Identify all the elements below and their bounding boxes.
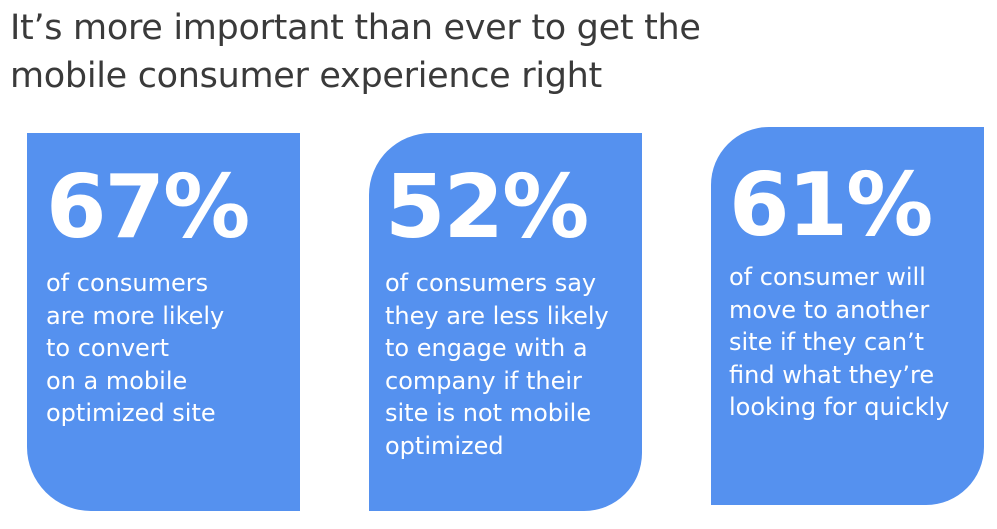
description-line: optimized site [46, 399, 216, 427]
description-line: looking for quickly [729, 393, 950, 421]
stat-value: 67% [46, 156, 250, 258]
stat-card-conversion: 67% of consumers are more likely to conv… [27, 133, 300, 511]
description-line: on a mobile [46, 366, 188, 395]
description-line: site if they can’t [729, 328, 925, 356]
description-line: they are less likely [385, 301, 609, 330]
slide-title: It’s more important than ever to get the… [10, 4, 701, 100]
stat-description: of consumer will move to another site if… [729, 261, 984, 424]
description-line: site is not mobile [385, 399, 592, 427]
stat-value: 61% [729, 154, 933, 256]
description-line: of consumers [46, 269, 209, 297]
title-line-2: mobile consumer experience right [10, 56, 602, 96]
description-line: of consumer will [729, 263, 926, 291]
title-line-1: It’s more important than ever to get the [10, 8, 701, 48]
description-line: company if their [385, 366, 582, 395]
stat-description: of consumers say they are less likely to… [385, 267, 642, 462]
description-line: optimized [385, 431, 504, 460]
description-line: find what they’re [729, 360, 935, 389]
stat-card-abandonment: 61% of consumer will move to another sit… [711, 127, 984, 505]
stat-description: of consumers are more likely to convert … [46, 267, 300, 430]
description-line: are more likely [46, 301, 225, 330]
description-line: to engage with a [385, 334, 588, 362]
stat-value: 52% [385, 156, 589, 258]
stat-card-engagement: 52% of consumers say they are less likel… [369, 133, 642, 511]
description-line: to convert [46, 334, 170, 362]
description-line: move to another [729, 295, 930, 324]
description-line: of consumers say [385, 269, 597, 297]
